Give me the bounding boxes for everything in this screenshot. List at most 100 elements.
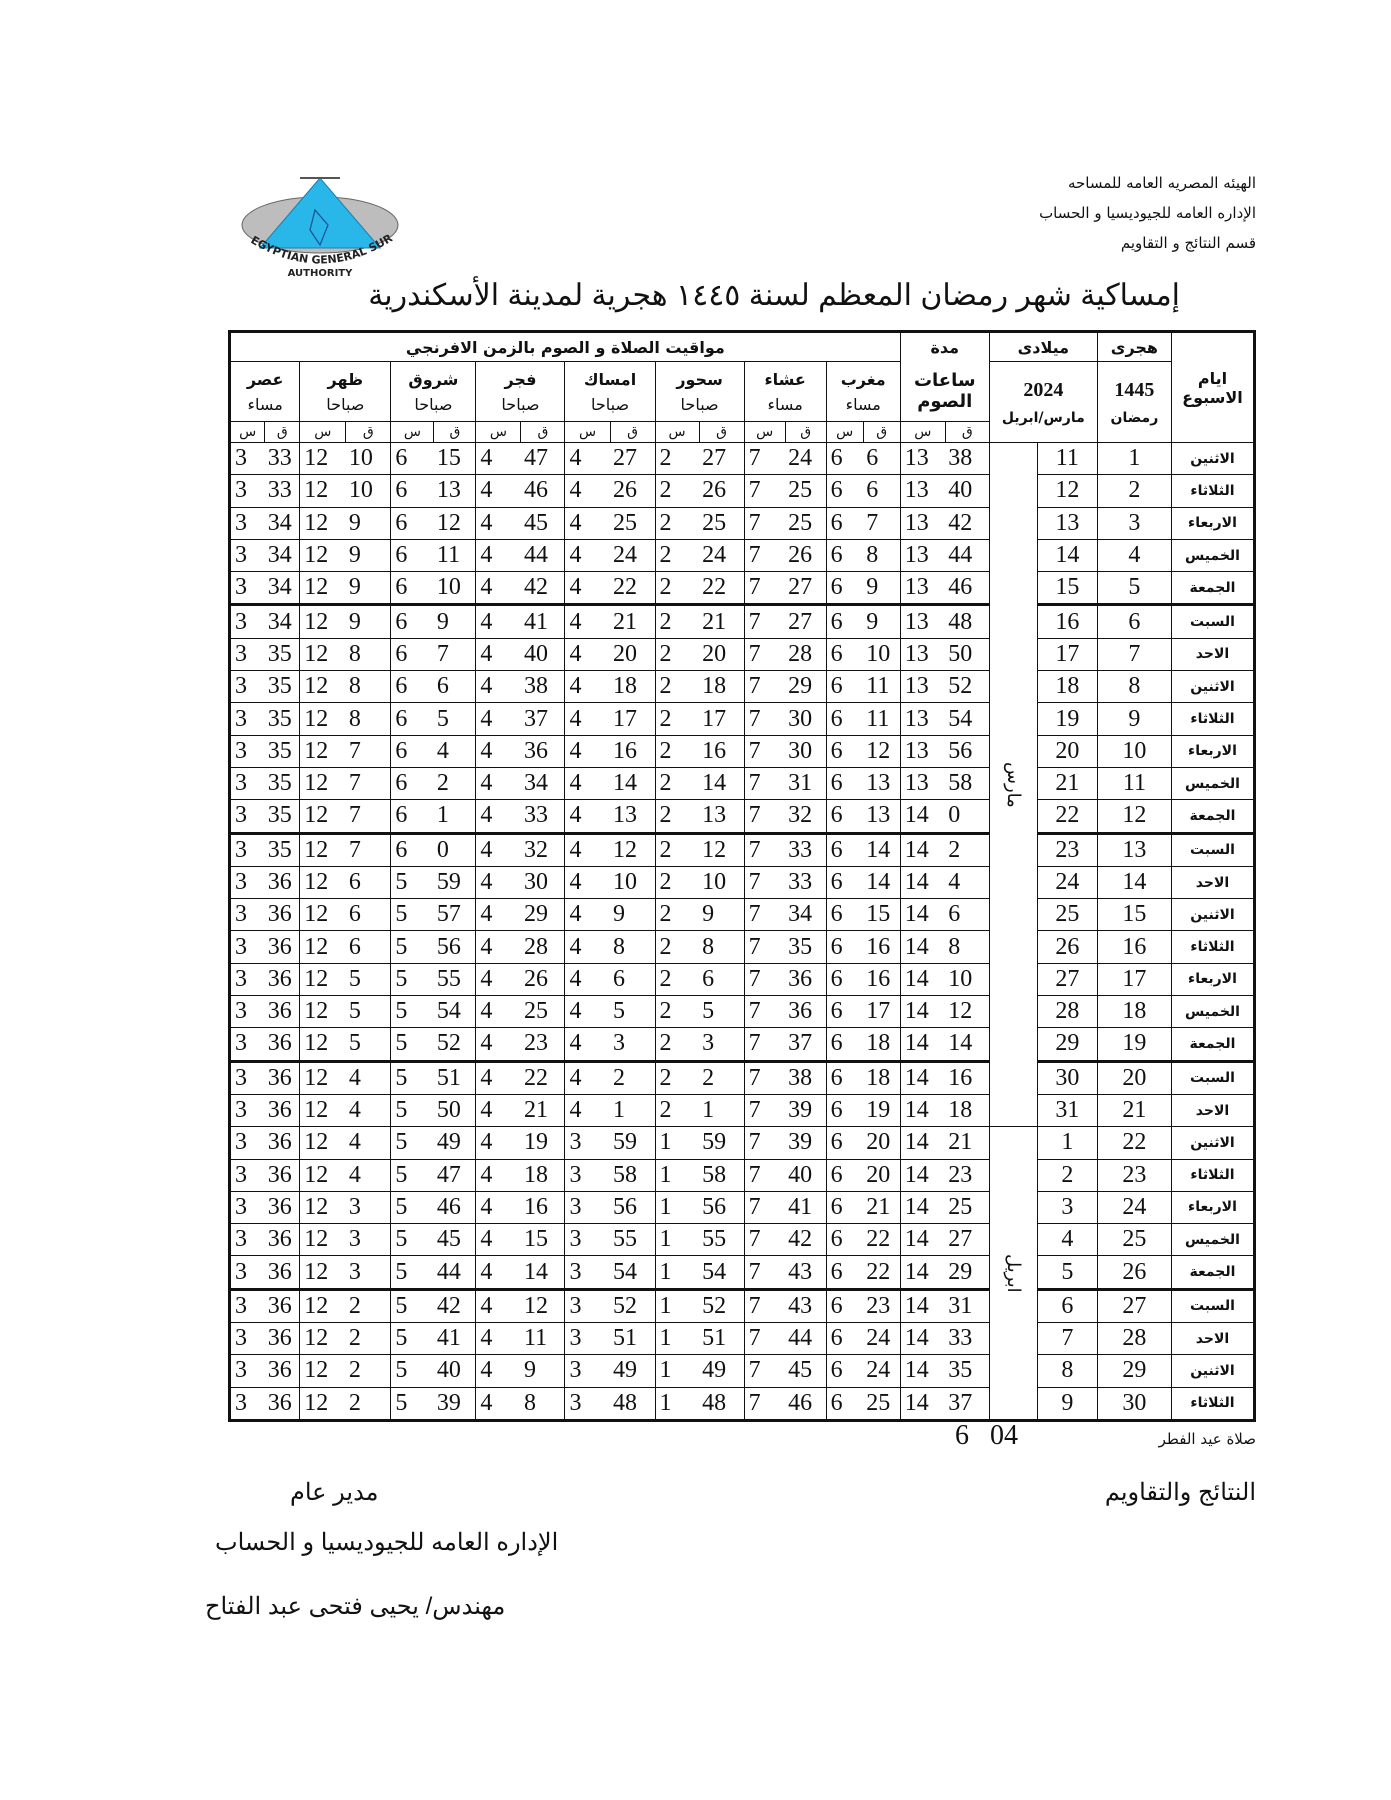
time-hours: 3 — [228, 474, 265, 508]
manager-department: الإداره العامه للجيوديسيا و الحساب — [215, 1529, 559, 1556]
time-hours: 4 — [475, 603, 521, 639]
table-row: الخميس 25 4 27 14 22 6 42 7 55 1 55 3 15 4 45 5 3 12 36 3 — [228, 1223, 1256, 1257]
weekday: الاحد — [1170, 637, 1256, 672]
time-minutes: 25 — [945, 1190, 990, 1225]
time-minutes: 3 — [699, 1027, 745, 1062]
time-minutes: 13 — [863, 766, 901, 801]
time-hours: 3 — [228, 865, 265, 900]
time-hours: 14 — [899, 1223, 946, 1257]
time-hours: 12 — [299, 766, 346, 801]
time-hours: 5 — [390, 962, 434, 997]
time-hours: 4 — [564, 995, 611, 1029]
table-row: الخميس 11 21 58 13 13 6 31 7 14 2 14 4 34 4 2 6 7 12 35 3 — [228, 766, 1256, 801]
time-minutes: 36 — [264, 1223, 301, 1257]
time-minutes: 20 — [610, 637, 656, 672]
time-hours: 6 — [390, 799, 434, 834]
time-hours: 4 — [475, 898, 521, 932]
time-minutes: 56 — [945, 734, 990, 768]
time-hours: 6 — [825, 995, 864, 1029]
time-hours: 12 — [299, 506, 346, 540]
gregorian-day: 4 — [1036, 1223, 1098, 1257]
time-minutes: 14 — [610, 766, 656, 801]
time-hours: 3 — [564, 1287, 611, 1324]
hijri-day: 9 — [1096, 702, 1172, 736]
hijri-day: 19 — [1096, 1027, 1172, 1062]
hijri-day: 23 — [1096, 1158, 1172, 1192]
time-minutes: 22 — [520, 1059, 566, 1095]
gregorian-day: 6 — [1036, 1287, 1098, 1324]
time-minutes: 4 — [345, 1158, 392, 1192]
time-minutes: 13 — [433, 474, 477, 508]
time-hours: 4 — [564, 571, 611, 606]
egyptian-survey-logo: EGYPTIAN GENERAL SURVEY AUTHORITY — [220, 170, 399, 279]
hijri-day: 3 — [1096, 506, 1172, 540]
time-hours: 7 — [743, 670, 786, 704]
time-hours: 6 — [390, 441, 434, 476]
time-hours: 3 — [228, 603, 265, 639]
time-hours: 3 — [228, 571, 265, 606]
time-minutes: 20 — [863, 1158, 901, 1192]
time-hours: 2 — [654, 670, 700, 704]
table-row: السبت 27 6 31 14 23 6 43 7 52 1 52 3 12 4 42 5 2 12 36 3 — [228, 1287, 1256, 1324]
prayer-name: عشاء — [764, 369, 806, 389]
prayer-period: مساء — [247, 394, 283, 414]
time-minutes: 5 — [345, 962, 392, 997]
time-hours: 1 — [654, 1190, 700, 1225]
manager-name: مهندس/ يحيى فتحى عبد الفتاح — [205, 1593, 506, 1620]
weekday: الخميس — [1170, 995, 1256, 1029]
time-minutes: 3 — [345, 1190, 392, 1225]
gregorian-day: 7 — [1036, 1322, 1098, 1356]
time-hours: 3 — [228, 995, 265, 1029]
time-hours: 13 — [899, 441, 946, 476]
time-minutes: 25 — [785, 474, 827, 508]
time-hours: 2 — [654, 865, 700, 900]
time-hours: 4 — [564, 670, 611, 704]
weekday: السبت — [1170, 603, 1256, 639]
time-hours: 6 — [390, 637, 434, 672]
minutes-label: ق — [944, 421, 990, 443]
weekday: الثلاثاء — [1170, 702, 1256, 736]
weekday: السبت — [1170, 1059, 1256, 1095]
time-hours: 6 — [825, 1223, 864, 1257]
time-hours: 3 — [228, 1158, 265, 1192]
time-hours: 4 — [475, 474, 521, 508]
time-hours: 12 — [299, 670, 346, 704]
time-minutes: 37 — [785, 1027, 827, 1062]
weekday: الاثنين — [1170, 441, 1256, 476]
weekday: الخميس — [1170, 766, 1256, 801]
time-hours: 5 — [390, 898, 434, 932]
time-minutes: 36 — [264, 865, 301, 900]
time-minutes: 40 — [520, 637, 566, 672]
time-hours: 3 — [228, 670, 265, 704]
time-hours: 4 — [475, 995, 521, 1029]
time-hours: 7 — [743, 474, 786, 508]
time-minutes: 38 — [945, 441, 990, 476]
time-hours: 6 — [825, 799, 864, 834]
prayer-column-header: شروق صباحا — [390, 361, 477, 422]
time-minutes: 29 — [520, 898, 566, 932]
time-minutes: 2 — [345, 1386, 392, 1421]
time-hours: 3 — [564, 1223, 611, 1257]
gregorian-day: 29 — [1036, 1027, 1098, 1062]
gregorian-day: 28 — [1036, 995, 1098, 1029]
time-minutes: 36 — [264, 1093, 301, 1128]
time-minutes: 4 — [345, 1059, 392, 1095]
prayer-name: عصر — [246, 369, 284, 389]
time-minutes: 51 — [433, 1059, 477, 1095]
time-hours: 3 — [228, 1223, 265, 1257]
time-hours: 6 — [825, 865, 864, 900]
time-minutes: 35 — [264, 766, 301, 801]
prayer-period: صباحا — [590, 394, 630, 414]
time-minutes: 21 — [610, 603, 656, 639]
time-minutes: 33 — [785, 831, 827, 867]
time-hours: 13 — [899, 637, 946, 672]
time-minutes: 46 — [785, 1386, 827, 1421]
time-minutes: 34 — [785, 898, 827, 932]
hijri-day: 2 — [1096, 474, 1172, 508]
weekday: السبت — [1170, 1287, 1256, 1324]
time-minutes: 36 — [264, 1255, 301, 1290]
time-hours: 4 — [475, 1386, 521, 1421]
table-row: الثلاثاء 23 2 23 14 20 6 40 7 58 1 58 3 18 4 47 5 4 12 36 3 — [228, 1158, 1256, 1192]
time-minutes: 44 — [945, 538, 990, 573]
table-row: الاثنين 15 25 6 14 15 6 34 7 9 2 9 4 29 4 57 5 6 12 36 3 — [228, 898, 1256, 932]
